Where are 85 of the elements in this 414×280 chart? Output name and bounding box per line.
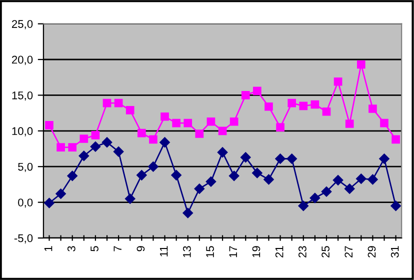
point	[160, 137, 170, 148]
point	[102, 137, 112, 148]
point	[137, 128, 146, 138]
y-tick-label: 15,0	[12, 91, 33, 101]
x-tick-label: 31	[390, 246, 399, 258]
point	[253, 86, 262, 96]
x-tick-label: 27	[344, 246, 352, 258]
point	[334, 77, 342, 86]
point	[356, 60, 366, 69]
x-tick-label: 29	[368, 246, 376, 258]
point	[264, 102, 273, 111]
point	[310, 100, 320, 109]
x-tick-label: 15	[206, 246, 214, 258]
point	[264, 174, 274, 185]
y-tick-label: 10,0	[12, 127, 33, 136]
x-tick-label: 21	[275, 246, 284, 258]
point	[114, 98, 123, 108]
point	[67, 170, 78, 181]
x-tick-label: 9	[136, 246, 145, 252]
point	[45, 121, 54, 130]
point	[288, 98, 296, 108]
x-tick-label: 13	[182, 246, 191, 258]
point	[392, 135, 400, 144]
point	[310, 192, 320, 204]
point	[171, 170, 182, 180]
x-tick-label: 19	[252, 246, 260, 258]
x-tick-label: 1	[44, 246, 52, 251]
point	[206, 176, 216, 187]
point	[332, 175, 344, 186]
point	[172, 118, 180, 128]
x-tick-label: 25	[322, 246, 330, 258]
point	[44, 198, 54, 208]
point	[102, 98, 112, 108]
point	[56, 188, 66, 199]
point	[252, 168, 262, 178]
point	[182, 208, 193, 218]
point	[275, 154, 286, 164]
point	[322, 107, 331, 116]
point	[356, 174, 366, 184]
point	[368, 174, 378, 185]
point	[149, 135, 158, 144]
x-tick-label: 17	[229, 246, 237, 258]
point	[217, 147, 228, 158]
point	[124, 194, 136, 204]
point	[276, 123, 284, 132]
x-tick-label: 11	[160, 246, 168, 256]
point	[80, 134, 88, 143]
y-tick-label: 25,0	[12, 20, 33, 30]
y-tick-label: 0,0	[18, 198, 33, 208]
point	[91, 131, 100, 140]
point	[136, 170, 147, 180]
point	[56, 143, 65, 152]
point	[390, 200, 401, 211]
point	[241, 91, 250, 100]
point	[184, 118, 192, 128]
x-tick-label: 3	[67, 246, 76, 252]
point	[126, 106, 134, 114]
y-tick-label: 5,0	[18, 162, 33, 172]
point	[218, 126, 227, 136]
x-tick-label: 7	[114, 246, 122, 252]
point	[344, 184, 355, 194]
x-tick-label: 5	[90, 246, 98, 252]
point	[298, 200, 309, 211]
point	[345, 120, 354, 128]
point	[206, 117, 216, 126]
point	[160, 112, 169, 121]
point	[148, 161, 158, 172]
point	[78, 150, 90, 162]
point	[195, 130, 204, 138]
x-tick-label: 23	[298, 246, 306, 258]
point	[286, 154, 297, 164]
point	[368, 104, 377, 113]
point	[228, 170, 240, 181]
point	[230, 117, 238, 126]
point	[299, 102, 308, 110]
point	[194, 184, 205, 194]
point	[113, 146, 124, 157]
point	[380, 118, 388, 128]
y-tick-label: -5,0	[14, 234, 33, 244]
point	[240, 152, 251, 162]
point	[321, 186, 332, 197]
y-tick-label: 20,0	[12, 56, 33, 65]
point	[379, 154, 390, 164]
point	[68, 143, 77, 152]
point	[90, 141, 101, 152]
